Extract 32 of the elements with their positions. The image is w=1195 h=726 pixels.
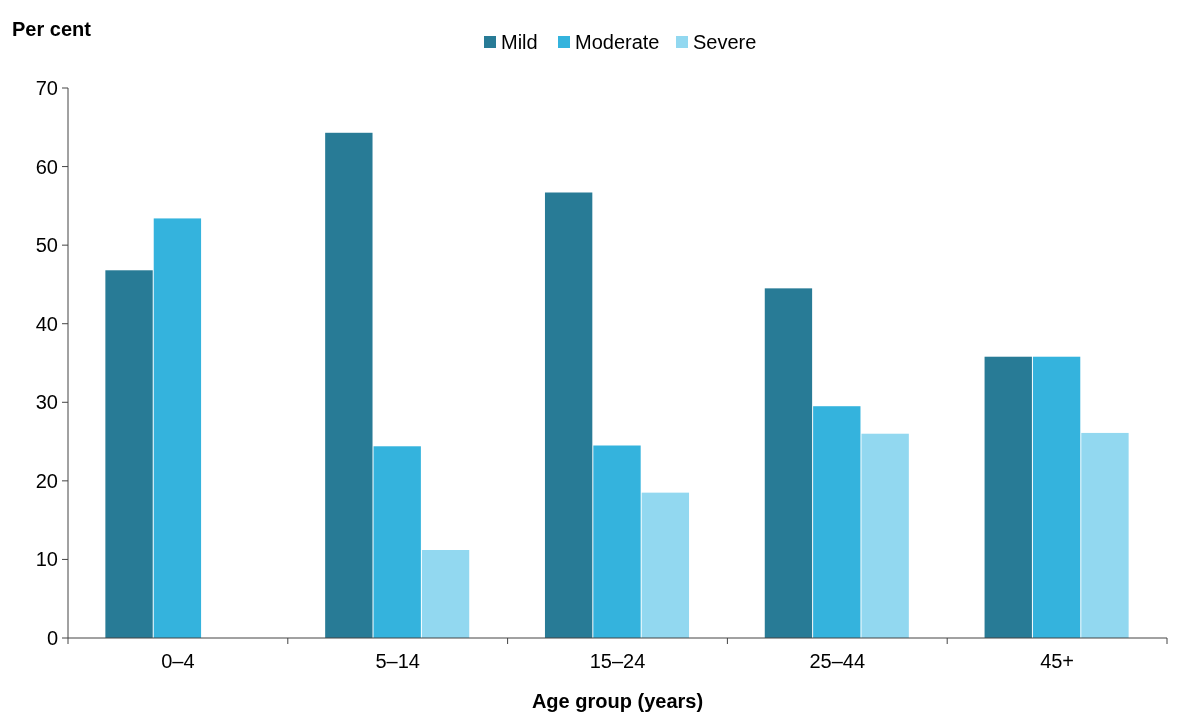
bar: [641, 492, 690, 638]
legend-label: Severe: [693, 31, 757, 53]
bar: [421, 550, 470, 638]
bar: [861, 433, 909, 638]
bar: [593, 445, 641, 638]
bar: [813, 406, 861, 638]
bar: [544, 192, 593, 638]
x-tick-label: 45+: [1040, 650, 1075, 672]
x-tick-label: 5–14: [375, 650, 420, 672]
bar: [764, 288, 813, 638]
legend-label: Moderate: [575, 31, 660, 53]
y-tick-label: 20: [35, 469, 58, 492]
bar: [325, 132, 373, 638]
y-tick-label: 60: [35, 155, 58, 178]
y-tick-label: 10: [35, 548, 58, 571]
legend-label: Mild: [501, 31, 538, 53]
bar: [1032, 356, 1081, 638]
y-tick-label: 40: [35, 312, 58, 335]
x-tick-label: 15–24: [589, 650, 646, 672]
y-tick-label: 30: [35, 391, 58, 414]
y-tick-label: 70: [35, 77, 58, 99]
bar: [984, 356, 1032, 638]
x-tick-label: 25–44: [809, 650, 866, 672]
y-tick-label: 0: [46, 627, 58, 649]
x-tick-label: 0–4: [161, 650, 195, 672]
y-axis-title: Per cent: [12, 18, 92, 40]
bar: [373, 446, 421, 638]
y-tick-label: 50: [35, 234, 58, 257]
bar: [153, 218, 202, 638]
x-axis-title: Age group (years): [531, 690, 704, 712]
bar: [1081, 432, 1129, 638]
bar: [105, 270, 153, 638]
